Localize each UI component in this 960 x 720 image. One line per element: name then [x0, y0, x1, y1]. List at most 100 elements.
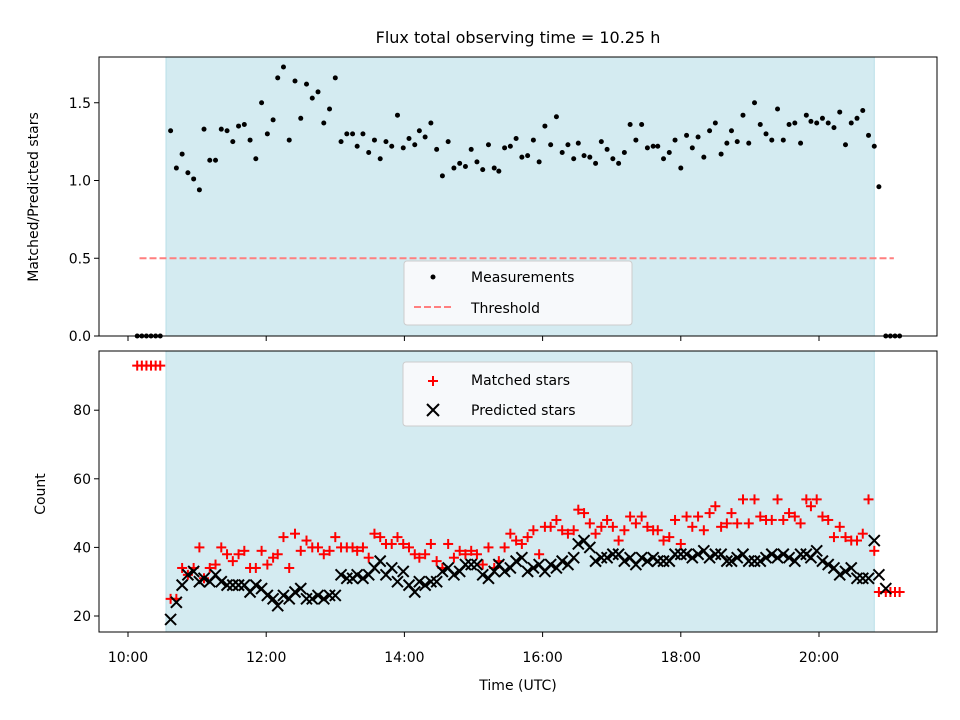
measurement-point [633, 137, 639, 143]
measurement-point [848, 120, 854, 126]
x-tick-label: 12:00 [246, 650, 286, 666]
measurement-point [548, 142, 554, 148]
measurement-point [218, 126, 224, 132]
predicted-stars-point [583, 541, 597, 554]
measurement-point [457, 160, 463, 166]
matched-stars-point [289, 528, 300, 539]
predicted-stars-point [300, 592, 313, 606]
predicted-stars-point [822, 558, 835, 571]
measurement-point [775, 106, 781, 112]
bottom-y-tick-label: 60 [73, 472, 91, 488]
matched-stars-point [613, 535, 624, 546]
predicted-stars-point [294, 582, 307, 595]
matched-stars-point [210, 559, 221, 570]
matched-stars-point [784, 508, 795, 519]
predicted-stars-point [350, 568, 364, 582]
measurement-point [360, 131, 366, 137]
measurement-point [502, 145, 508, 151]
matched-stars-point [239, 545, 250, 556]
x-axis-label: Time (UTC) [478, 678, 556, 694]
predicted-stars-point [810, 544, 823, 558]
predicted-stars-point [447, 568, 461, 582]
predicted-stars-point [170, 596, 183, 609]
measurement-point [259, 100, 265, 106]
measurement-point [684, 132, 690, 138]
matched-stars-point [557, 525, 568, 536]
matched-stars-point [749, 494, 760, 505]
matched-stars-point [863, 494, 874, 505]
measurement-point [280, 64, 286, 70]
matched-stars-point [448, 552, 459, 563]
measurement-point [860, 108, 866, 114]
bottom-legend: Matched stars Predicted stars [402, 361, 633, 427]
measurement-point [581, 153, 587, 159]
measurement-point [270, 117, 276, 123]
matched-stars-point [250, 562, 261, 573]
measurement-point [338, 139, 344, 145]
predicted-stars-point [794, 548, 807, 561]
measurement-point [650, 143, 656, 149]
matched-stars-point [522, 532, 533, 543]
matched-stars-point [431, 556, 442, 567]
matched-stars-point [579, 508, 590, 519]
predicted-stars-point [651, 554, 664, 568]
measurement-point [412, 142, 418, 148]
measurement-point [825, 120, 831, 126]
matched-stars-point [698, 525, 709, 536]
matched-stars-point [375, 532, 386, 543]
predicted-stars-point [754, 554, 767, 568]
predicted-stars-point [572, 537, 585, 551]
predicted-stars-point [476, 568, 489, 582]
measurement-point [507, 143, 513, 149]
predicted-stars-point [413, 575, 426, 588]
measurement-point [491, 165, 497, 171]
matched-stars-point [801, 494, 812, 505]
matched-stars-point [177, 562, 188, 573]
matched-stars-point [817, 511, 828, 522]
matched-stars-point [386, 538, 397, 549]
matched-stars-point [466, 545, 477, 556]
matched-stars-point [330, 532, 341, 543]
measurement-point [757, 122, 763, 128]
measurement-point [451, 165, 457, 171]
matched-stars-point [737, 494, 748, 505]
predicted-stars-point [856, 572, 869, 585]
matched-stars-point [681, 511, 692, 522]
measurement-point [416, 128, 422, 134]
measurement-point [173, 165, 179, 171]
matched-stars-point [664, 532, 675, 543]
matched-stars-point [630, 518, 641, 529]
predicted-stars-point [288, 585, 302, 599]
measurement-point [639, 122, 645, 128]
matched-stars-point [516, 538, 527, 549]
measurement-point [196, 187, 202, 193]
measurement-point [803, 112, 809, 118]
predicted-stars-point [498, 565, 511, 578]
matched-stars-point [420, 549, 431, 560]
measurement-point [350, 131, 356, 137]
measurement-point [718, 151, 724, 157]
predicted-stars-point [356, 572, 370, 585]
matched-stars-point [460, 549, 471, 560]
measurement-point [695, 134, 701, 140]
predicted-stars-point [329, 589, 342, 602]
measurement-point [734, 139, 740, 145]
matched-stars-point [721, 518, 732, 529]
measurement-point [406, 136, 412, 142]
predicted-stars-point [187, 565, 200, 578]
predicted-stars-point [765, 548, 778, 561]
predicted-stars-point [197, 572, 211, 585]
measurement-point [661, 156, 667, 162]
measurement-point [519, 154, 525, 160]
predicted-stars-point [777, 548, 790, 561]
matched-stars-point [414, 552, 425, 563]
measurement-point [593, 160, 599, 166]
matched-stars-point [222, 549, 233, 560]
predicted-stars-point [782, 551, 796, 564]
predicted-stars-point [430, 575, 443, 588]
matched-stars-point [642, 521, 653, 532]
matched-stars-point [499, 542, 510, 553]
predicted-stars-point [720, 554, 734, 568]
predicted-stars-point [872, 568, 886, 582]
